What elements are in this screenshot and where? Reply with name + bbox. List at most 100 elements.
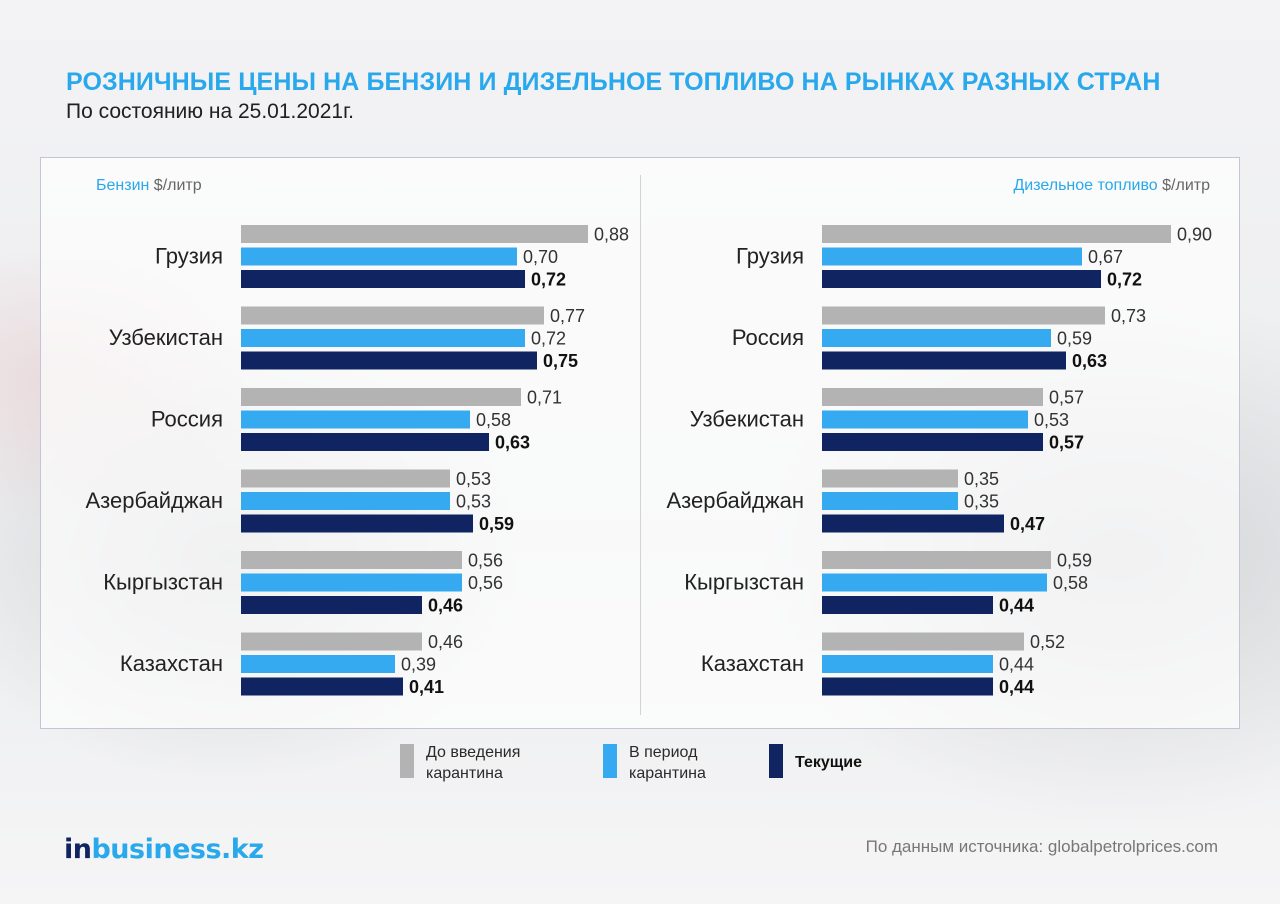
gasoline-title-fuel: Бензин (96, 177, 154, 194)
gasoline-category-label: Кыргызстан (103, 570, 223, 595)
diesel-bar-current (822, 596, 993, 614)
gasoline-bar-during (241, 573, 462, 592)
gasoline-bar-before (241, 551, 462, 569)
gasoline-category-label: Россия (151, 407, 223, 432)
diesel-value-label-during: 0,59 (1057, 329, 1092, 349)
gasoline-value-label-current: 0,72 (531, 270, 566, 290)
diesel-value-label-during: 0,67 (1088, 247, 1123, 267)
gasoline-value-label-before: 0,53 (456, 469, 491, 489)
diesel-bar-during (822, 329, 1051, 347)
diesel-bar-current (822, 514, 1004, 533)
diesel-category-label: Узбекистан (690, 407, 804, 432)
legend-label-during-line2: карантина (629, 765, 706, 782)
legend-swatch-current (769, 744, 783, 778)
diesel-value-label-current: 0,72 (1107, 270, 1142, 290)
gasoline-bar-current (241, 596, 422, 614)
diesel-bar-before (822, 306, 1105, 325)
gasoline-bar-during (241, 655, 395, 673)
gasoline-bar-during (241, 410, 470, 429)
gasoline-bar-before (241, 306, 544, 325)
gasoline-category-label: Азербайджан (85, 488, 223, 513)
diesel-title-unit: $/литр (1162, 177, 1210, 194)
gasoline-value-label-current: 0,46 (428, 596, 463, 616)
diesel-value-label-current: 0,57 (1049, 433, 1084, 453)
legend-label-before-line2: карантина (426, 765, 503, 782)
diesel-value-label-before: 0,35 (964, 469, 999, 489)
gasoline-value-label-during: 0,39 (401, 655, 436, 675)
gasoline-value-label-current: 0,59 (479, 514, 514, 534)
gasoline-bar-during (241, 492, 450, 510)
gasoline-value-label-during: 0,53 (456, 492, 491, 512)
diesel-value-label-during: 0,58 (1053, 573, 1088, 593)
diesel-bar-current (822, 433, 1043, 451)
diesel-bar-before (822, 225, 1171, 243)
gasoline-value-label-during: 0,56 (468, 573, 503, 593)
legend-label-current: Текущие (795, 754, 863, 771)
gasoline-value-label-before: 0,77 (550, 306, 585, 326)
gasoline-value-label-during: 0,58 (476, 410, 511, 430)
diesel-category-label: Грузия (736, 244, 804, 269)
diesel-value-label-before: 0,73 (1111, 306, 1146, 326)
diesel-value-label-during: 0,44 (999, 655, 1034, 675)
gasoline-value-label-before: 0,88 (594, 225, 629, 245)
gasoline-bar-before (241, 388, 521, 406)
gasoline-value-label-current: 0,63 (495, 433, 530, 453)
diesel-category-label: Кыргызстан (684, 570, 804, 595)
diesel-bar-during (822, 573, 1047, 592)
gasoline-bar-current (241, 270, 525, 288)
gasoline-value-label-during: 0,72 (531, 329, 566, 349)
diesel-bar-before (822, 551, 1051, 569)
panel-divider (640, 175, 641, 715)
legend-label-before: До введения карантина (426, 742, 576, 784)
diesel-value-label-before: 0,52 (1030, 632, 1065, 652)
gasoline-bar-before (241, 632, 422, 651)
diesel-bar-current (822, 270, 1101, 288)
gasoline-value-label-current: 0,75 (543, 351, 578, 371)
diesel-chart-title: Дизельное топливо $/литр (1013, 177, 1210, 194)
legend-label-before-line1: До введения (426, 744, 521, 761)
diesel-value-label-during: 0,53 (1034, 410, 1069, 430)
diesel-value-label-before: 0,90 (1177, 225, 1212, 245)
gasoline-bar-before (241, 469, 450, 488)
legend-swatch-before (400, 744, 414, 778)
diesel-value-label-before: 0,59 (1057, 551, 1092, 571)
diesel-value-label-current: 0,63 (1072, 351, 1107, 371)
source-note: По данным источника: globalpetrolprices.… (865, 837, 1218, 856)
chart-title: РОЗНИЧНЫЕ ЦЕНЫ НА БЕНЗИН И ДИЗЕЛЬНОЕ ТОП… (66, 68, 1161, 96)
gasoline-bar-during (241, 329, 525, 347)
logo-part-business: business.kz (91, 834, 264, 865)
gasoline-bar-current (241, 677, 403, 696)
gasoline-bar-current (241, 514, 473, 533)
gasoline-bar-during (241, 247, 517, 266)
diesel-bar-during (822, 410, 1028, 429)
diesel-value-label-current: 0,47 (1010, 514, 1045, 534)
gasoline-bar-before (241, 225, 588, 243)
gasoline-value-label-current: 0,41 (409, 677, 444, 697)
gasoline-bar-current (241, 351, 537, 370)
gasoline-value-label-before: 0,56 (468, 551, 503, 571)
diesel-bar-current (822, 677, 993, 696)
diesel-bar-during (822, 247, 1082, 266)
diesel-title-fuel: Дизельное топливо (1013, 177, 1162, 194)
diesel-bar-before (822, 388, 1043, 406)
gasoline-value-label-during: 0,70 (523, 247, 558, 267)
diesel-category-label: Россия (732, 325, 804, 350)
diesel-value-label-during: 0,35 (964, 492, 999, 512)
diesel-bar-during (822, 655, 993, 673)
diesel-bar-before (822, 469, 958, 488)
inbusiness-logo: inbusiness.kz (64, 834, 264, 865)
diesel-category-label: Азербайджан (666, 488, 804, 513)
gasoline-bar-current (241, 433, 489, 451)
legend-label-during: В период карантина (629, 742, 779, 784)
diesel-value-label-before: 0,57 (1049, 388, 1084, 408)
gasoline-category-label: Казахстан (120, 651, 223, 676)
diesel-bar-during (822, 492, 958, 510)
gasoline-category-label: Грузия (155, 244, 223, 269)
diesel-bar-before (822, 632, 1024, 651)
gasoline-value-label-before: 0,71 (527, 388, 562, 408)
diesel-value-label-current: 0,44 (999, 677, 1034, 697)
gasoline-title-unit: $/литр (154, 177, 202, 194)
diesel-value-label-current: 0,44 (999, 596, 1034, 616)
logo-part-in: in (64, 834, 92, 865)
